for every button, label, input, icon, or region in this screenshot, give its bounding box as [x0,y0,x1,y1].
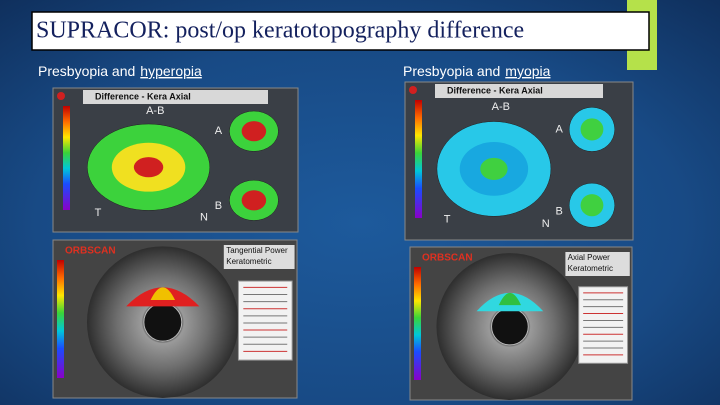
main-map-center [133,157,164,178]
panel-header [435,84,603,98]
power-arc-center [498,292,521,306]
title: SUPRACOR: post/op keratotopography diffe… [36,18,524,44]
column-label: Presbyopia and myopia [403,63,551,79]
logo [409,86,417,94]
logo [57,92,65,100]
info-box [578,286,629,364]
small-map-center [580,118,604,141]
panel-label: B [555,205,562,217]
pupil [491,307,529,346]
panel-heading: Keratometric [568,264,613,273]
info-box [237,280,293,361]
brand: ORBSCAN [65,246,116,257]
info-header [565,252,630,276]
panel-heading: Difference - Kera Axial [95,91,191,101]
panel-heading: Axial Power [568,253,611,262]
color-scale [57,260,64,378]
panel-heading: Keratometric [226,257,271,266]
title-box [31,11,650,51]
pupil [143,302,183,342]
brand: ORBSCAN [422,253,473,264]
small-map-center [241,190,267,211]
panel-heading: Tangential Power [226,246,288,255]
column-label: Presbyopia and hyperopia [38,63,202,79]
color-scale [63,106,70,210]
panel-heading: Difference - Kera Axial [447,85,543,95]
label-prefix: Presbyopia and [38,63,135,79]
small-map-center [580,194,604,217]
power-arc-center [150,287,175,301]
panel-label: T [444,213,451,225]
panel-header [83,90,268,104]
label-emphasis: hyperopia [140,63,202,79]
main-map-center [480,157,508,180]
panel-label: N [542,218,550,230]
small-map-center [241,121,267,142]
panel-label: B [215,200,222,212]
color-scale [415,100,422,218]
panel-label: T [95,207,102,219]
panel-label: A-B [492,101,510,113]
info-header [223,245,295,269]
label-emphasis: myopia [505,63,550,79]
panel-label: A-B [146,105,164,117]
panel-label: A [555,123,563,135]
label-prefix: Presbyopia and [403,63,500,79]
panel-label: N [200,212,208,224]
color-scale [414,267,421,380]
panel-label: A [215,125,223,137]
